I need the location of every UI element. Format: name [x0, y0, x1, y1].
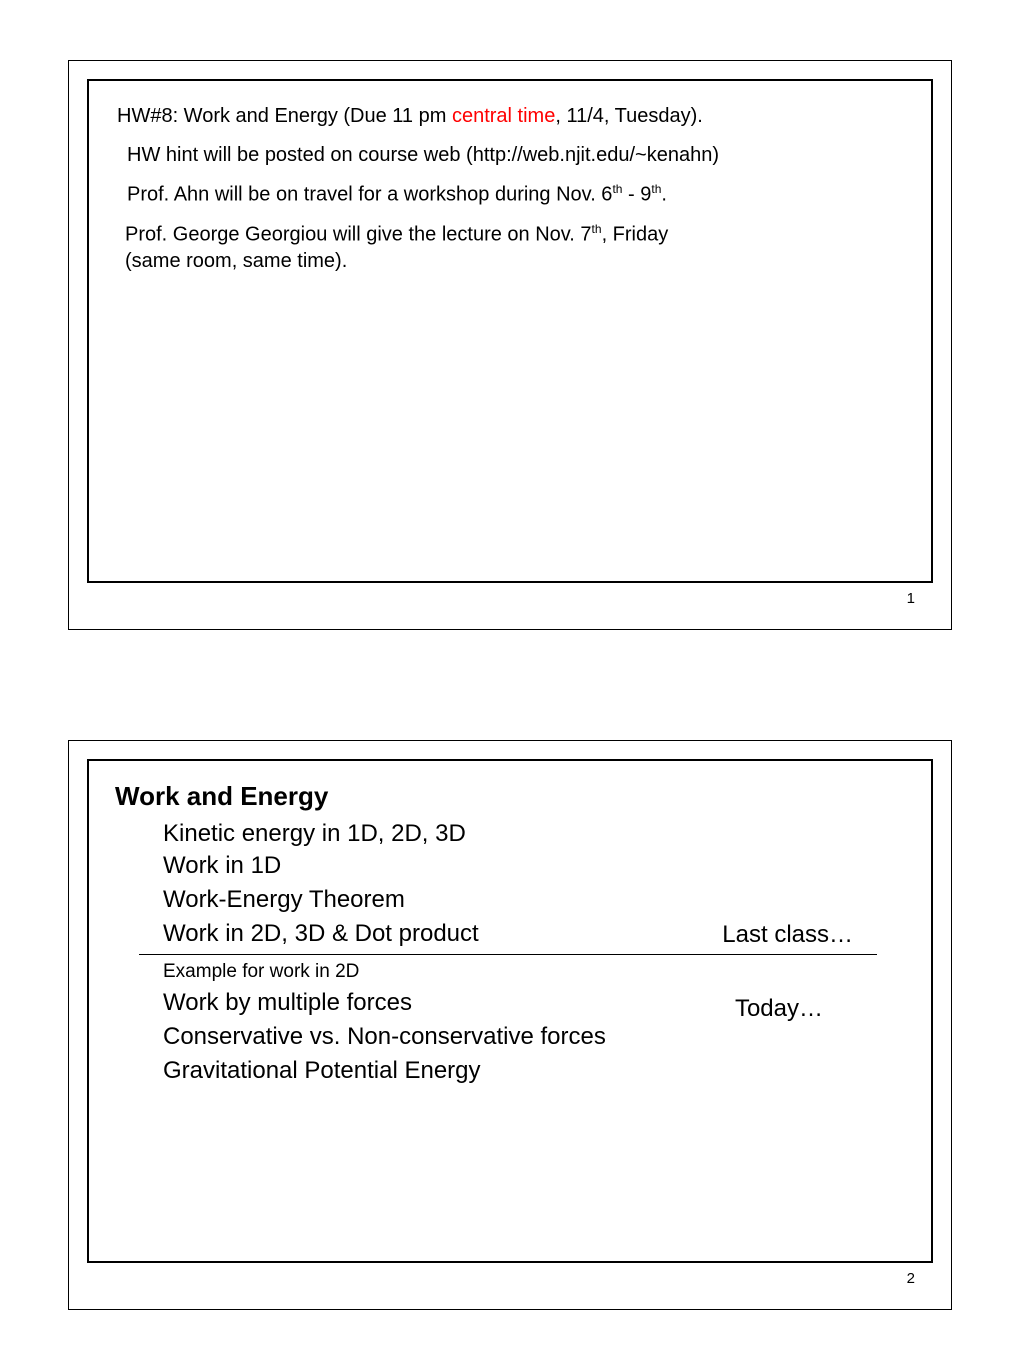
slide-2-content: Work and Energy Kinetic energy in 1D, 2D… [87, 759, 933, 1263]
slide-1: HW#8: Work and Energy (Due 11 pm central… [68, 60, 952, 630]
topic-item: Work in 1D [163, 852, 909, 880]
slide-2: Work and Energy Kinetic energy in 1D, 2D… [68, 740, 952, 1310]
slide-2-number: 2 [907, 1270, 915, 1287]
slide-1-line: HW#8: Work and Energy (Due 11 pm central… [117, 103, 907, 130]
slide-1-line: Prof. Ahn will be on travel for a worksh… [127, 181, 907, 209]
topic-item: Gravitational Potential Energy [163, 1057, 909, 1085]
example-line: Example for work in 2D [163, 961, 909, 983]
slide-1-number: 1 [907, 590, 915, 607]
topic-item: Kinetic energy in 1D, 2D, 3D [163, 820, 909, 848]
slide-2-heading: Work and Energy [115, 781, 909, 812]
slide-1-line: Prof. George Georgiou will give the lect… [125, 221, 907, 276]
topic-list-below: Example for work in 2DWork by multiple f… [163, 961, 909, 1085]
topic-item: Conservative vs. Non-conservative forces [163, 1023, 909, 1051]
slide-1-content: HW#8: Work and Energy (Due 11 pm central… [87, 79, 933, 583]
topic-item: Work-Energy Theorem [163, 886, 909, 914]
today-label: Today… [735, 995, 823, 1023]
slide-1-line: HW hint will be posted on course web (ht… [127, 142, 907, 169]
last-class-label: Last class… [722, 921, 853, 949]
divider-line [139, 954, 877, 955]
